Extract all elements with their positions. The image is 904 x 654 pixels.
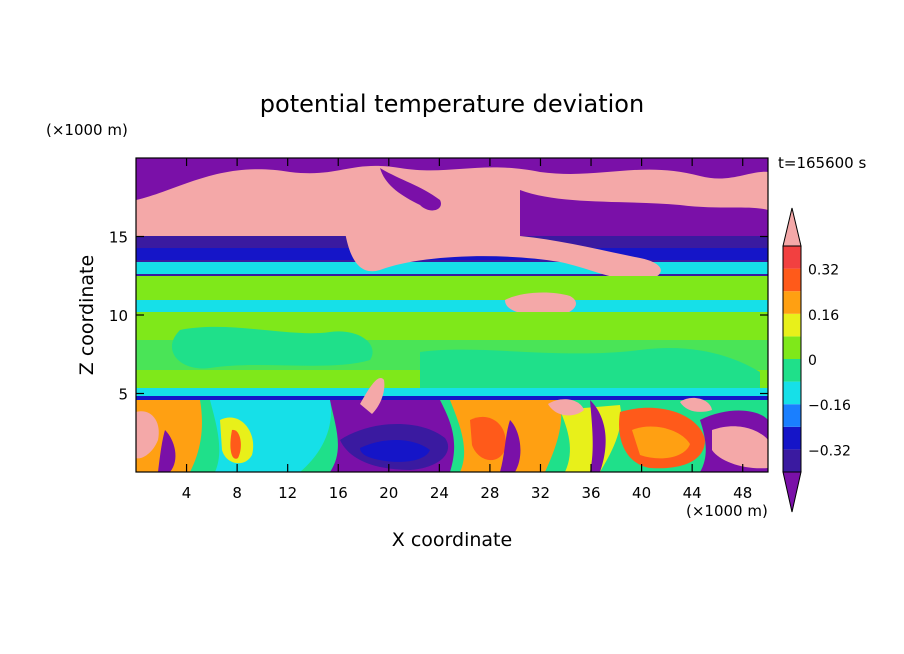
bl-pink-left xyxy=(136,411,159,459)
colorbar-tick-label: 0.16 xyxy=(808,308,839,324)
bl-violet-mid xyxy=(500,420,521,472)
green-patch-2 xyxy=(420,348,760,392)
y-tick-label: 15 xyxy=(109,229,128,247)
y-axis: 5 10 15 xyxy=(109,229,768,404)
x-tick-label: 44 xyxy=(683,484,702,502)
colorbar-bin xyxy=(783,426,801,450)
x-axis-label: X coordinate xyxy=(392,529,512,551)
y-unit-label: (×1000 m) xyxy=(46,121,128,139)
bl-pink-far-right xyxy=(712,426,768,469)
x-unit-label: (×1000 m) xyxy=(686,502,768,520)
colorbar-extend-min xyxy=(782,471,802,513)
bl-orange-right xyxy=(632,426,690,459)
bl-red-mid xyxy=(470,416,506,461)
bl-pink-plume xyxy=(360,378,385,414)
y-tick-label: 10 xyxy=(109,307,128,325)
green-patch-1 xyxy=(171,326,373,369)
pink-tongue xyxy=(345,228,661,281)
colorbar-extend-max xyxy=(782,207,802,247)
bl-blue-eddy xyxy=(360,439,430,462)
colorbar: 0.32 0.16 0 −0.16 −0.32 xyxy=(782,207,851,513)
colorbar-bin xyxy=(783,381,801,405)
colorbar-bin xyxy=(783,291,801,314)
bl-violet-left xyxy=(158,430,176,472)
chart-title: potential temperature deviation xyxy=(260,90,644,118)
x-tick-label: 12 xyxy=(278,484,297,502)
colorbar-tick-label: 0.32 xyxy=(808,263,839,279)
colorbar-bin xyxy=(783,404,801,427)
y-tick-label: 5 xyxy=(118,386,128,404)
bl-pink-plume-2 xyxy=(548,399,584,416)
x-tick-label: 32 xyxy=(531,484,550,502)
x-tick-label: 28 xyxy=(480,484,499,502)
colorbar-tick-label: −0.16 xyxy=(808,398,851,414)
x-tick-label: 24 xyxy=(430,484,449,502)
layer-cyan-strip xyxy=(136,262,768,274)
bl-yellow-mid xyxy=(560,405,621,472)
x-tick-label: 48 xyxy=(733,484,752,502)
colorbar-bin xyxy=(783,246,801,269)
bl-violet-right xyxy=(590,400,606,472)
layer-cyan-lower xyxy=(136,388,768,398)
x-tick-label: 20 xyxy=(379,484,398,502)
layer-light-green-1 xyxy=(136,276,768,300)
colorbar-bin xyxy=(783,449,801,472)
layer-cyan-mid xyxy=(136,300,768,312)
layer-blue-lower xyxy=(136,396,768,402)
x-tick-label: 40 xyxy=(632,484,651,502)
violet-intrusion-1 xyxy=(380,168,441,211)
colorbar-tick-label: 0 xyxy=(808,353,817,369)
y-axis-label: Z coordinate xyxy=(76,255,98,375)
colorbar-bin xyxy=(783,268,801,292)
contour-field xyxy=(136,158,768,472)
x-tick-label: 8 xyxy=(232,484,242,502)
violet-intrusion-2 xyxy=(520,190,768,236)
colorbar-bin xyxy=(783,313,801,337)
x-tick-label: 4 xyxy=(182,484,192,502)
colorbar-bin xyxy=(783,359,801,382)
pink-blob-mid xyxy=(505,292,576,317)
colorbar-tick-label: −0.32 xyxy=(808,443,851,459)
bl-pink-plume-3 xyxy=(680,397,712,412)
x-tick-label: 16 xyxy=(329,484,348,502)
time-label: t=165600 s xyxy=(778,154,866,172)
colorbar-bin xyxy=(783,336,801,359)
colorbar-frame xyxy=(782,245,802,473)
x-axis: 4 8 12 16 20 24 28 32 36 40 44 48 xyxy=(182,158,752,502)
x-tick-label: 36 xyxy=(581,484,600,502)
bl-red-1 xyxy=(230,429,241,459)
